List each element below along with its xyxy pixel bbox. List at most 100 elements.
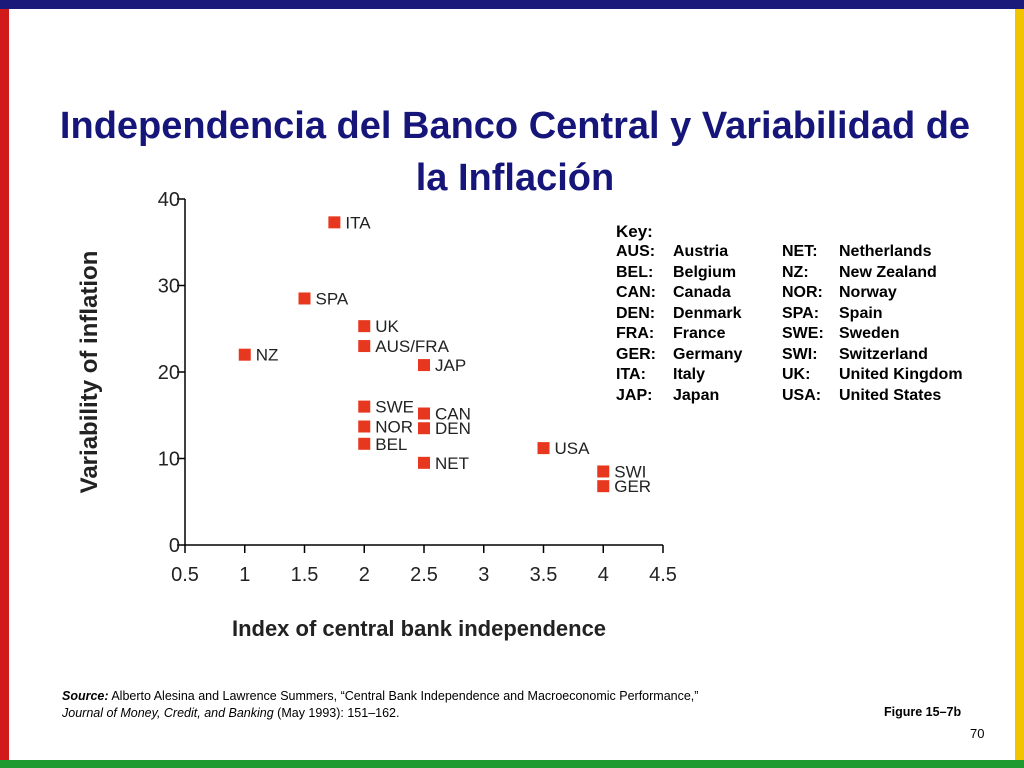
data-point-net bbox=[418, 456, 430, 469]
key-name: Norway bbox=[839, 284, 897, 301]
data-point-uk bbox=[358, 320, 371, 333]
key-name: Japan bbox=[673, 386, 720, 404]
key-code: UK: bbox=[782, 366, 811, 383]
key-code: NET: bbox=[782, 243, 818, 260]
slide-title: Independencia del Banco Central y Variab… bbox=[59, 105, 971, 199]
data-point-usa bbox=[537, 442, 550, 455]
right-border-bar bbox=[1015, 9, 1024, 760]
y-tick-label: 40 bbox=[158, 189, 180, 211]
key-code: GER: bbox=[616, 345, 656, 363]
x-tick-label: 4 bbox=[598, 564, 609, 586]
y-tick-label: 10 bbox=[158, 449, 180, 471]
data-point-label: NET bbox=[435, 454, 469, 473]
data-point-label: USA bbox=[555, 439, 591, 458]
key-code: ITA: bbox=[616, 366, 646, 383]
data-point-ita bbox=[328, 216, 341, 229]
top-border-bar bbox=[0, 0, 1024, 9]
figure-label: Figure 15–7b bbox=[884, 705, 962, 719]
source-authors: Alberto Alesina and Lawrence Summers, “C… bbox=[108, 689, 699, 703]
key-row: BEL: Belgium NZ: New Zealand bbox=[616, 263, 963, 284]
data-point-label: AUS/FRA bbox=[375, 337, 449, 356]
key-code: SWI: bbox=[782, 345, 818, 363]
page-number: 70 bbox=[970, 726, 985, 741]
key-name: Canada bbox=[673, 284, 731, 301]
key-name: United States bbox=[839, 386, 942, 404]
data-point-label: NZ bbox=[256, 346, 279, 365]
key-name: Sweden bbox=[839, 325, 900, 342]
key-row: AUS: Austria NET: Netherlands bbox=[616, 242, 963, 263]
data-point-nor bbox=[358, 420, 371, 433]
data-point-label: DEN bbox=[435, 419, 471, 438]
key-row: CAN: Canada NOR: Norway bbox=[616, 283, 963, 304]
source-journal: Journal of Money, Credit, and Banking bbox=[62, 706, 274, 720]
source-label: Source: bbox=[62, 689, 109, 703]
key-name: Belgium bbox=[673, 263, 737, 281]
key-code: SPA: bbox=[782, 304, 820, 322]
key-code: USA: bbox=[782, 386, 822, 404]
key-row: FRA: France SWE: Sweden bbox=[616, 324, 963, 345]
data-point-swe bbox=[358, 400, 371, 413]
x-tick-label: 0.5 bbox=[171, 564, 199, 586]
key-row: JAP: Japan USA: United States bbox=[616, 386, 963, 407]
key-name: Austria bbox=[673, 243, 729, 260]
data-point-label: GER bbox=[614, 477, 651, 496]
left-border-bar bbox=[0, 9, 9, 760]
data-point-label: CAN bbox=[435, 405, 471, 424]
key-code: AUS: bbox=[616, 243, 656, 260]
key-row: GER: Germany SWI: Switzerland bbox=[616, 345, 963, 366]
country-key: Key: AUS: Austria NET: Netherlands BEL: Belgi… bbox=[616, 222, 963, 406]
key-name: Germany bbox=[673, 345, 743, 363]
x-tick-label: 1 bbox=[239, 564, 250, 586]
y-axis-label: Variability of inflation bbox=[76, 251, 103, 494]
x-tick-label: 4.5 bbox=[649, 564, 677, 586]
key-row: DEN: Denmark SPA: Spain bbox=[616, 304, 963, 325]
x-tick-label: 2.5 bbox=[410, 564, 438, 586]
x-tick-label: 2 bbox=[359, 564, 370, 586]
data-point-label: SWI bbox=[614, 462, 646, 481]
key-code: BEL: bbox=[616, 263, 654, 281]
x-tick-label: 3 bbox=[478, 564, 489, 586]
key-code: CAN: bbox=[616, 284, 656, 301]
data-point-can bbox=[418, 407, 430, 420]
data-point-label: UK bbox=[375, 317, 399, 336]
key-name: Italy bbox=[673, 366, 706, 383]
key-code: JAP: bbox=[616, 386, 653, 404]
y-tick-label: 0 bbox=[169, 535, 180, 557]
key-code: DEN: bbox=[616, 304, 656, 322]
data-point-den bbox=[418, 422, 430, 435]
y-tick-label: 20 bbox=[158, 362, 180, 384]
key-code: NZ: bbox=[782, 263, 809, 281]
x-tick-label: 3.5 bbox=[530, 564, 558, 586]
data-point-label: ITA bbox=[345, 213, 371, 232]
key-name: France bbox=[673, 325, 726, 342]
key-name: United Kingdom bbox=[839, 366, 963, 383]
data-point-nz bbox=[238, 348, 251, 361]
data-point-label: SPA bbox=[316, 289, 349, 308]
key-name: New Zealand bbox=[839, 263, 937, 281]
data-point-label: SWE bbox=[375, 398, 414, 417]
data-point-label: NOR bbox=[375, 417, 413, 436]
source-note: Source: Alberto Alesina and Lawrence Sum… bbox=[62, 688, 702, 722]
key-table: AUS: Austria NET: Netherlands BEL: Belgium NZ:… bbox=[616, 242, 963, 406]
data-point-aus-fra bbox=[358, 340, 371, 353]
x-axis-label: Index of central bank independence bbox=[232, 616, 606, 641]
x-tick-label: 1.5 bbox=[291, 564, 319, 586]
data-point-jap bbox=[418, 359, 430, 372]
key-code: FRA: bbox=[616, 325, 655, 342]
bottom-border-bar bbox=[0, 760, 1024, 768]
key-code: NOR: bbox=[782, 284, 823, 301]
y-tick-label: 30 bbox=[158, 276, 180, 298]
key-name: Switzerland bbox=[839, 345, 928, 363]
key-name: Netherlands bbox=[839, 243, 932, 260]
data-point-spa bbox=[298, 292, 311, 305]
data-point-label: BEL bbox=[375, 435, 407, 454]
data-point-swi bbox=[597, 465, 610, 478]
data-point-bel bbox=[358, 437, 371, 450]
key-row: ITA: Italy UK: United Kingdom bbox=[616, 365, 963, 386]
key-code: SWE: bbox=[782, 325, 824, 342]
data-point-label: JAP bbox=[435, 356, 466, 375]
source-tail: (May 1993): 151–162. bbox=[273, 706, 400, 720]
key-title: Key: bbox=[616, 222, 653, 241]
data-point-ger bbox=[597, 480, 610, 493]
